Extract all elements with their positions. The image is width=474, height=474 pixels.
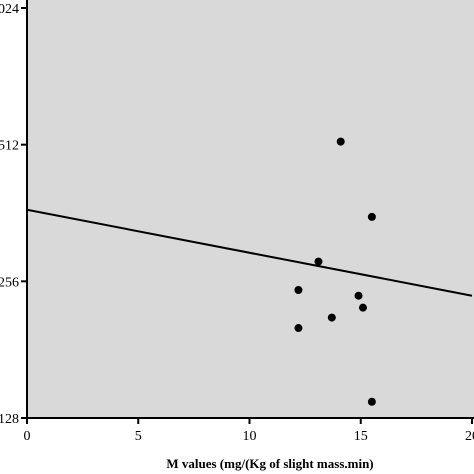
y-tick-label: 512 (0, 139, 19, 154)
data-point (354, 291, 363, 300)
plot-area-background (27, 0, 474, 418)
data-point (294, 285, 303, 294)
x-tick-label: 15 (354, 429, 368, 444)
x-tick-label: 20 (465, 429, 474, 444)
regression-line (26, 208, 473, 297)
data-points (294, 137, 376, 406)
y-tick-label: 256 (0, 275, 19, 290)
x-axis-title: M values (mg/(Kg of slight mass.min) (166, 456, 373, 471)
x-tick-label: 0 (24, 429, 31, 444)
data-point (358, 303, 367, 312)
data-point (367, 212, 376, 221)
y-tick-label: 128 (0, 412, 19, 427)
data-point (314, 257, 323, 266)
fit-line (26, 208, 473, 297)
x-axis-ticks: 0 5 10 15 20 (24, 418, 474, 444)
y-axis-ticks: 128 256 512 1024 (0, 2, 27, 427)
data-point (294, 324, 303, 333)
data-point (367, 397, 376, 406)
data-point (327, 313, 336, 322)
data-point (336, 137, 345, 146)
y-tick-label: 1024 (0, 2, 19, 17)
x-tick-label: 10 (243, 429, 257, 444)
x-tick-label: 5 (135, 429, 142, 444)
